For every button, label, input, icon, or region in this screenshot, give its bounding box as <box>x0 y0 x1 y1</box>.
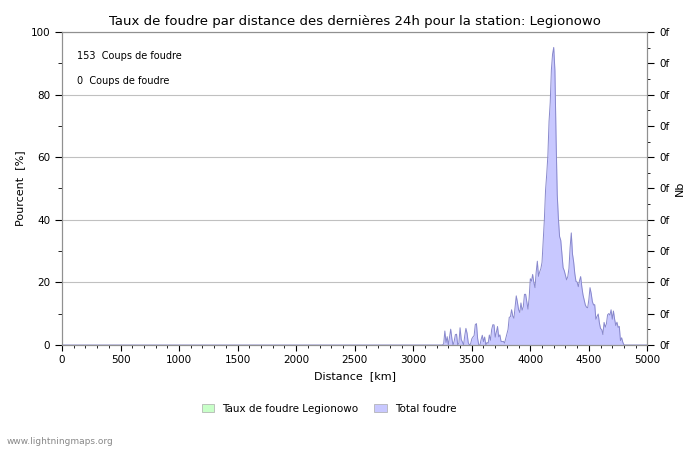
Text: 0  Coups de foudre: 0 Coups de foudre <box>76 76 169 86</box>
Y-axis label: Pourcent  [%]: Pourcent [%] <box>15 151 25 226</box>
Legend: Taux de foudre Legionowo, Total foudre: Taux de foudre Legionowo, Total foudre <box>197 400 461 418</box>
Text: www.lightningmaps.org: www.lightningmaps.org <box>7 436 113 446</box>
Title: Taux de foudre par distance des dernières 24h pour la station: Legionowo: Taux de foudre par distance des dernière… <box>108 15 601 28</box>
Y-axis label: Nb: Nb <box>675 181 685 196</box>
Text: 153  Coups de foudre: 153 Coups de foudre <box>76 51 181 61</box>
X-axis label: Distance  [km]: Distance [km] <box>314 371 396 381</box>
